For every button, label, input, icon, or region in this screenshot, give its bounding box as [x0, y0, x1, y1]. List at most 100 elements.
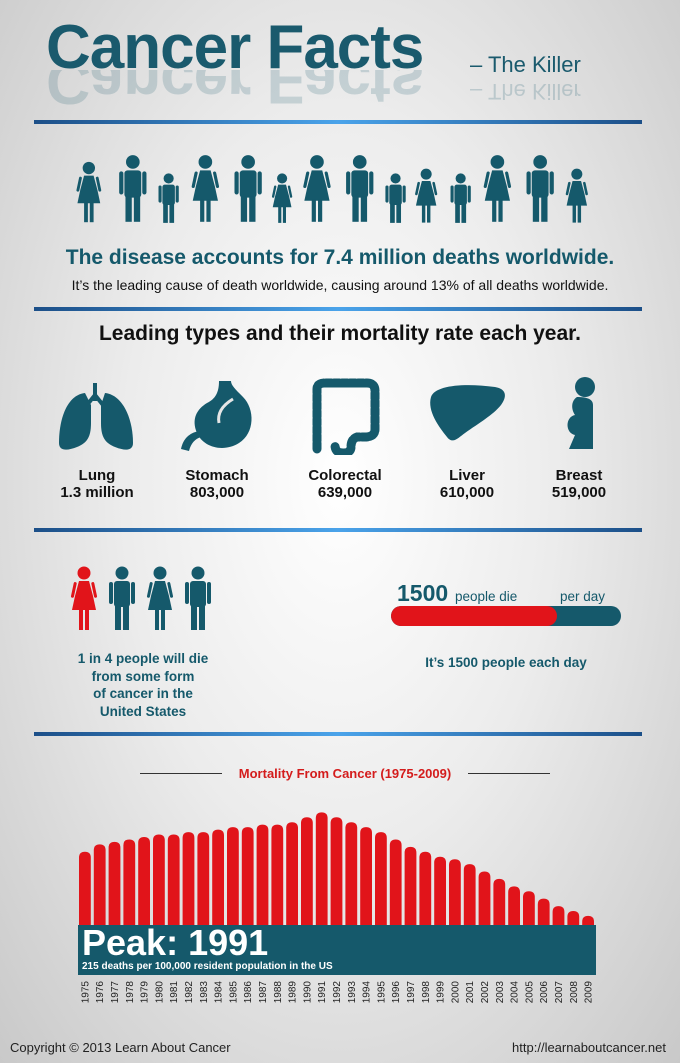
- page-title-reflection: Cancer Facts: [46, 70, 424, 106]
- x-tick-label: 2003: [495, 981, 506, 1004]
- bar-1996: [389, 839, 402, 948]
- x-tick-label: 2000: [450, 981, 461, 1004]
- x-tick-label: 1978: [125, 981, 136, 1004]
- bar-1990: [301, 817, 313, 948]
- female-person-icon: [271, 173, 293, 223]
- x-tick-label: 1979: [140, 981, 151, 1004]
- bar-1991: [315, 812, 328, 948]
- types-title: Leading types and their mortality rate e…: [98, 322, 581, 345]
- bar-1977: [108, 841, 121, 948]
- type-value: 519,000: [551, 484, 607, 501]
- bar-1975: [79, 851, 91, 948]
- bar-1997: [404, 846, 417, 948]
- male-person-icon: [346, 155, 374, 222]
- type-name: Stomach: [185, 467, 249, 484]
- x-tick-label: 1998: [421, 981, 432, 1004]
- x-tick-label: 1994: [362, 981, 373, 1004]
- x-tick-label: 1986: [243, 981, 254, 1004]
- x-tick-label: 1991: [317, 981, 328, 1004]
- bar-1980: [153, 834, 165, 948]
- female-person-icon: [483, 155, 512, 222]
- x-tick-label: 1995: [376, 981, 387, 1004]
- bar-1993: [345, 822, 358, 948]
- divider: [34, 120, 642, 124]
- male-person-icon: [450, 173, 471, 223]
- male-person-icon: [185, 566, 211, 630]
- peak-label: Peak: 1991: [82, 922, 269, 963]
- x-tick-label: 2008: [569, 981, 580, 1004]
- x-tick-label: 1989: [288, 981, 299, 1004]
- site-url-link[interactable]: http://learnaboutcancer.net: [512, 1040, 666, 1055]
- one-in-four-text: 1 in 4 people will die from some form of…: [77, 651, 209, 719]
- page-subtitle: – The Killer: [470, 52, 581, 77]
- x-tick-label: 1987: [258, 981, 269, 1004]
- male-person-icon: [109, 566, 135, 630]
- x-tick-label: 1996: [391, 981, 402, 1004]
- male-person-icon: [119, 155, 147, 222]
- x-tick-label: 2001: [465, 981, 476, 1004]
- x-tick-label: 1983: [199, 981, 210, 1004]
- x-tick-label: 2009: [584, 981, 595, 1004]
- type-liver: Liver 610,000: [412, 375, 522, 501]
- copyright-text: Copyright © 2013 Learn About Cancer: [10, 1040, 231, 1055]
- bar-1992: [330, 817, 343, 948]
- x-tick-label: 2006: [539, 981, 550, 1004]
- female-person-icon: [191, 155, 220, 222]
- per-day-label: per day: [560, 589, 606, 604]
- type-lung: Lung 1.3 million: [42, 375, 152, 501]
- x-tick-label: 1984: [214, 981, 225, 1004]
- deaths-per-day-label: people die: [455, 589, 518, 604]
- page-title: Cancer Facts: [46, 13, 424, 82]
- x-tick-label: 2002: [480, 981, 491, 1004]
- female-person-icon: [565, 168, 588, 223]
- type-value: 803,000: [189, 484, 245, 501]
- type-colorectal: Colorectal 639,000: [290, 375, 400, 501]
- peak-note: 215 deaths per 100,000 resident populati…: [82, 961, 333, 972]
- per-day-bar: [391, 606, 621, 626]
- bar-1987: [256, 824, 269, 948]
- per-day-subtext: It’s 1500 people each day: [425, 655, 587, 670]
- deaths-headline: The disease accounts for 7.4 million dea…: [65, 246, 615, 269]
- peak-banner: [78, 925, 596, 975]
- people-row-icons: [76, 155, 588, 223]
- type-name: Breast: [555, 467, 603, 484]
- type-value: 1.3 million: [60, 484, 134, 501]
- one-in-four-people-icons: [70, 566, 211, 630]
- x-tick-label: 1980: [154, 981, 165, 1004]
- male-person-icon: [234, 155, 262, 222]
- bar-1984: [212, 829, 224, 948]
- bar-1994: [360, 827, 372, 948]
- female-person-icon: [146, 566, 174, 630]
- divider: [34, 307, 642, 311]
- type-value: 639,000: [317, 484, 373, 501]
- type-name: Colorectal: [308, 467, 382, 484]
- female-person-icon: [76, 161, 102, 223]
- x-tick-label: 1981: [169, 981, 180, 1004]
- bar-1995: [375, 832, 387, 948]
- deaths-per-day-number: 1500: [397, 580, 449, 606]
- type-stomach: Stomach 803,000: [162, 375, 272, 501]
- x-tick-label: 1988: [273, 981, 284, 1004]
- type-breast: Breast 519,000: [524, 375, 634, 501]
- x-tick-label: 1990: [302, 981, 313, 1004]
- divider: [34, 528, 642, 532]
- x-tick-label: 1992: [332, 981, 343, 1004]
- x-tick-label: 1993: [347, 981, 358, 1004]
- male-person-icon: [385, 173, 406, 223]
- bar-1978: [123, 839, 136, 948]
- breast-icon: [567, 377, 595, 449]
- bar-1976: [93, 844, 106, 948]
- female-person-icon: [415, 168, 438, 223]
- bar-1989: [286, 822, 298, 948]
- page-subtitle-reflection: – The Killer: [470, 79, 581, 104]
- male-person-icon: [158, 173, 179, 223]
- x-tick-label: 1985: [228, 981, 239, 1004]
- male-person-icon: [526, 155, 554, 222]
- type-name: Lung: [78, 467, 116, 484]
- colon-icon: [312, 378, 380, 455]
- type-name: Liver: [449, 467, 485, 484]
- bar-1988: [271, 824, 284, 948]
- x-tick-label: 2007: [554, 981, 565, 1004]
- liver-icon: [430, 385, 505, 441]
- mortality-bar-chart: 1975 1976 1977 1978 1979 1980 1981 1982 1983 1984…: [79, 812, 595, 1004]
